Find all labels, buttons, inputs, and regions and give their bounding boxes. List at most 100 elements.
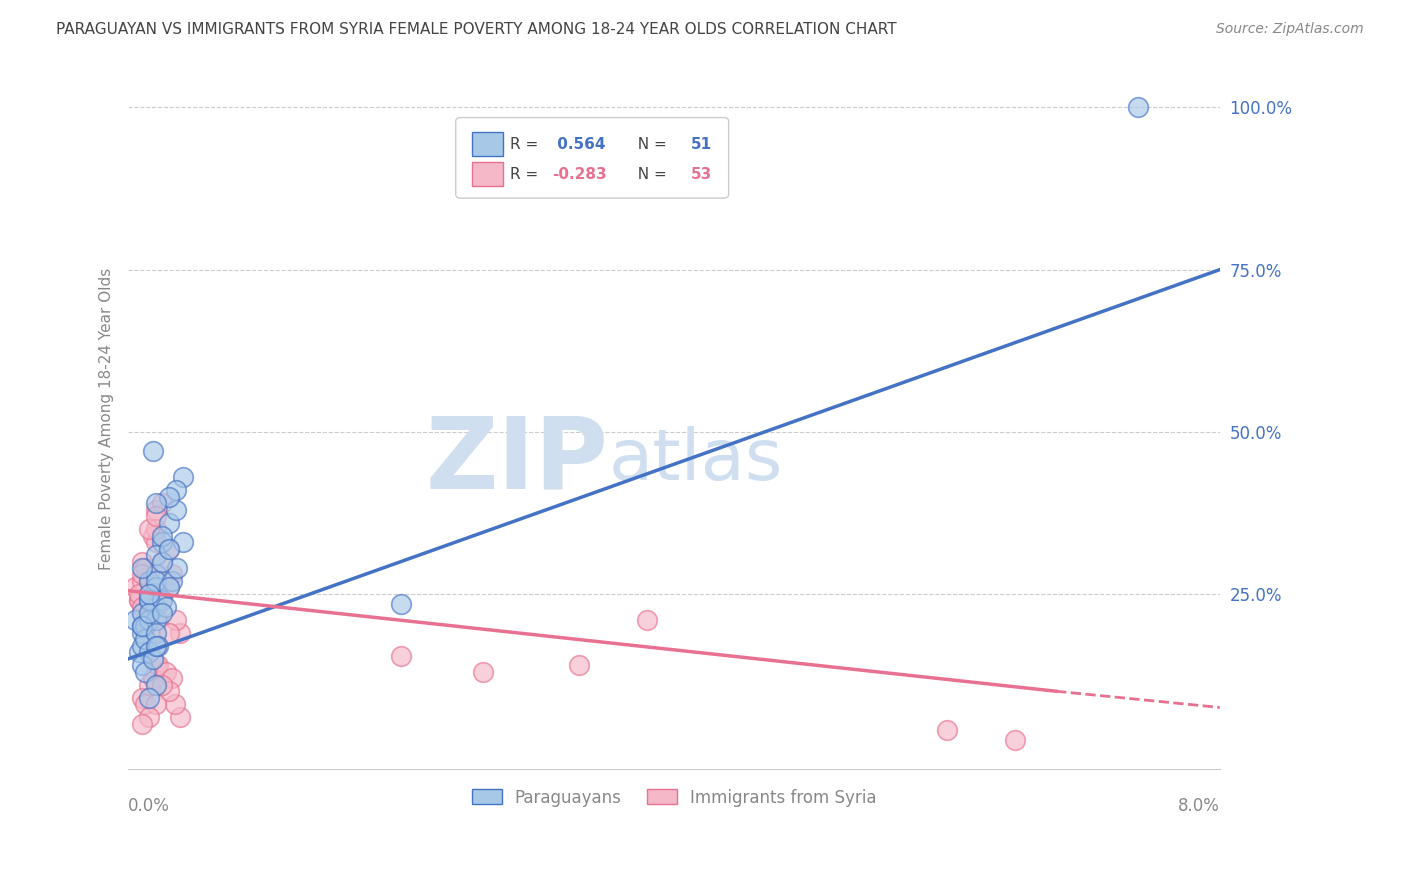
Point xyxy=(131,607,153,621)
Point xyxy=(636,613,658,627)
Point xyxy=(131,619,153,633)
Point xyxy=(172,470,194,484)
Point xyxy=(169,625,191,640)
Point xyxy=(165,483,187,498)
Point xyxy=(155,599,177,614)
Point xyxy=(128,593,150,607)
Point xyxy=(472,665,495,679)
Point xyxy=(138,625,160,640)
Point xyxy=(145,639,167,653)
Point xyxy=(157,581,180,595)
Point xyxy=(138,567,160,582)
Point xyxy=(134,632,156,647)
Point xyxy=(131,639,153,653)
Point xyxy=(389,597,412,611)
Point xyxy=(145,567,167,582)
Point xyxy=(138,593,160,607)
Point xyxy=(124,581,146,595)
Point xyxy=(145,678,167,692)
Point xyxy=(145,658,167,673)
Point xyxy=(138,587,160,601)
Point xyxy=(389,648,412,663)
Point xyxy=(150,678,173,692)
Text: N =: N = xyxy=(628,136,672,152)
Point xyxy=(148,639,170,653)
Point xyxy=(145,639,167,653)
Point xyxy=(142,652,165,666)
Point xyxy=(148,658,170,673)
Point xyxy=(138,690,160,705)
Point xyxy=(138,645,160,659)
Point xyxy=(145,625,167,640)
Point xyxy=(169,710,191,724)
Point xyxy=(131,599,153,614)
FancyBboxPatch shape xyxy=(472,162,503,186)
Point xyxy=(131,567,153,582)
FancyBboxPatch shape xyxy=(472,132,503,156)
Point xyxy=(157,541,180,556)
Point xyxy=(131,625,153,640)
Point xyxy=(142,599,165,614)
Point xyxy=(131,658,153,673)
Point xyxy=(142,528,165,542)
Point xyxy=(936,723,959,738)
Point xyxy=(138,710,160,724)
Text: atlas: atlas xyxy=(609,426,783,495)
Text: R =: R = xyxy=(510,136,544,152)
Point xyxy=(567,658,589,673)
Point xyxy=(1004,732,1026,747)
Point xyxy=(157,490,180,504)
Point xyxy=(124,613,146,627)
Point xyxy=(138,574,160,588)
Legend: Paraguayans, Immigrants from Syria: Paraguayans, Immigrants from Syria xyxy=(465,782,883,814)
Y-axis label: Female Poverty Among 18-24 Year Olds: Female Poverty Among 18-24 Year Olds xyxy=(100,268,114,570)
Point xyxy=(145,509,167,524)
Point xyxy=(131,574,153,588)
Point xyxy=(131,690,153,705)
Text: PARAGUAYAN VS IMMIGRANTS FROM SYRIA FEMALE POVERTY AMONG 18-24 YEAR OLDS CORRELA: PARAGUAYAN VS IMMIGRANTS FROM SYRIA FEMA… xyxy=(56,22,897,37)
Point xyxy=(172,535,194,549)
Point xyxy=(145,697,167,711)
Point xyxy=(128,593,150,607)
Point xyxy=(150,535,173,549)
Point xyxy=(150,593,173,607)
Text: -0.283: -0.283 xyxy=(551,167,606,182)
Point xyxy=(142,444,165,458)
Point xyxy=(134,619,156,633)
Point xyxy=(150,496,173,510)
Point xyxy=(150,593,173,607)
Text: 0.564: 0.564 xyxy=(551,136,606,152)
Point xyxy=(1126,100,1149,114)
Point xyxy=(145,548,167,562)
Point xyxy=(131,716,153,731)
Point xyxy=(160,574,183,588)
Point xyxy=(145,522,167,536)
Point xyxy=(145,599,167,614)
Point xyxy=(166,561,188,575)
Point xyxy=(142,671,165,685)
Point xyxy=(150,607,173,621)
Point xyxy=(157,625,180,640)
Point xyxy=(165,613,187,627)
Point xyxy=(138,587,160,601)
Point xyxy=(138,522,160,536)
Point xyxy=(131,554,153,568)
Point xyxy=(138,613,160,627)
Point xyxy=(155,665,177,679)
Point xyxy=(157,516,180,530)
Text: 51: 51 xyxy=(690,136,711,152)
Point xyxy=(138,574,160,588)
Point xyxy=(157,541,180,556)
Point xyxy=(163,697,186,711)
Text: 8.0%: 8.0% xyxy=(1178,797,1220,815)
Text: 0.0%: 0.0% xyxy=(128,797,170,815)
Point xyxy=(145,613,167,627)
Point xyxy=(138,593,160,607)
Point xyxy=(145,496,167,510)
Point xyxy=(145,581,167,595)
Point xyxy=(134,665,156,679)
Point xyxy=(150,554,173,568)
Point xyxy=(145,574,167,588)
Text: 53: 53 xyxy=(690,167,711,182)
Point xyxy=(134,697,156,711)
